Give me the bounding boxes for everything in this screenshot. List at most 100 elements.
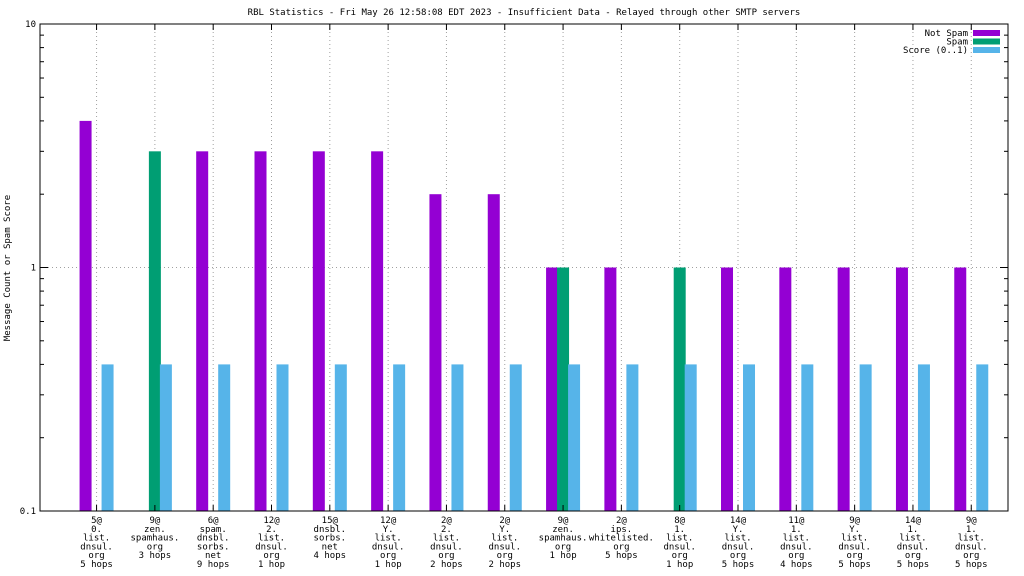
x-tick-label: 9@ zen. spamhaus. org 3 hops — [130, 516, 179, 561]
x-tick-label-line: 5@ — [91, 516, 102, 526]
x-tick-label-line: 5 hops — [605, 551, 638, 561]
x-tick-label-line: 2@ — [441, 516, 452, 526]
bar-not-spam — [487, 194, 500, 511]
x-tick-label-line: 2 hops — [430, 560, 463, 570]
x-tick-label-line: 5 hops — [897, 560, 930, 570]
bar-score-0-1 — [509, 364, 522, 511]
bar-score-0-1 — [626, 364, 639, 511]
x-tick-label-line: 2@ — [499, 516, 510, 526]
x-tick-label-line: org — [672, 551, 688, 561]
x-tick-label-line: 12@ — [263, 516, 280, 526]
x-tick-label-line: 1. — [674, 525, 685, 535]
bar-score-0-1 — [917, 364, 930, 511]
bar-not-spam — [895, 267, 908, 511]
bar-score-0-1 — [568, 364, 581, 511]
x-tick-label-line: list. — [783, 534, 810, 544]
x-tick-label-line: dnsul. — [780, 542, 813, 552]
bar-score-0-1 — [393, 364, 406, 511]
x-tick-label-line: spam. — [200, 525, 227, 535]
legend-swatch — [973, 47, 1000, 53]
x-tick-label-line: org — [438, 551, 454, 561]
x-tick-label-line: Y. — [849, 525, 860, 535]
x-tick-label-line: 1 hop — [666, 560, 693, 570]
x-tick-label-line: org — [613, 542, 629, 552]
x-tick-label-line: 1 hop — [550, 551, 577, 561]
y-tick-label: 0.1 — [20, 507, 36, 517]
x-tick-label-line: Y. — [499, 525, 510, 535]
bar-score-0-1 — [334, 364, 347, 511]
legend-swatch — [973, 30, 1000, 36]
x-tick-label-line: 1. — [966, 525, 977, 535]
bar-score-0-1 — [684, 364, 697, 511]
bar-not-spam — [254, 151, 267, 511]
x-tick-label-line: 9@ — [149, 516, 160, 526]
x-tick-label: 9@ Y. list. dnsul. org 5 hops — [838, 516, 871, 570]
x-tick-label-line: 0. — [91, 525, 102, 535]
bar-score-0-1 — [976, 364, 989, 511]
x-tick-label: 8@ 1. list. dnsul. org 1 hop — [663, 516, 696, 570]
x-tick-label-line: dnsbl. — [197, 534, 230, 544]
x-tick-label-line: dnsul. — [80, 542, 113, 552]
x-tick-label-line: list. — [841, 534, 868, 544]
y-axis-label: Message Count or Spam Score — [3, 195, 13, 341]
x-tick-label-line: 2 hops — [488, 560, 521, 570]
legend-label: Score (0..1) — [903, 46, 968, 56]
y-tick-label: 1 — [31, 264, 36, 274]
x-tick-label-line: 5 hops — [722, 560, 755, 570]
x-tick-label-line: 5 hops — [838, 560, 871, 570]
bar-score-0-1 — [276, 364, 289, 511]
x-tick-label-line: list. — [666, 534, 693, 544]
x-tick-label-line: org — [147, 542, 163, 552]
x-tick-label-line: net — [205, 551, 221, 561]
bar-not-spam — [837, 267, 850, 511]
x-tick-label-line: 14@ — [905, 516, 922, 526]
bar-not-spam — [371, 151, 384, 511]
x-tick-label-line: list. — [83, 534, 110, 544]
x-tick-label-line: 1 hop — [258, 560, 285, 570]
x-tick-label-line: 4 hops — [780, 560, 813, 570]
bar-not-spam — [954, 267, 967, 511]
bar-score-0-1 — [859, 364, 872, 511]
x-tick-label-line: 8@ — [674, 516, 685, 526]
x-tick-label-line: org — [730, 551, 746, 561]
x-tick-label-line: 12@ — [380, 516, 397, 526]
x-tick-label-line: 1. — [908, 525, 919, 535]
bar-score-0-1 — [801, 364, 814, 511]
x-tick-label-line: spamhaus. — [130, 534, 179, 544]
x-tick-label-line: Y. — [383, 525, 394, 535]
grid-lines — [40, 24, 1008, 511]
x-tick-label-line: 1 hop — [375, 560, 402, 570]
x-tick-label-line: 2@ — [616, 516, 627, 526]
x-tick-label-line: dnsul. — [255, 542, 288, 552]
x-tick-label-line: org — [497, 551, 513, 561]
x-tick-label-line: 14@ — [730, 516, 747, 526]
x-tick-label-line: 3 hops — [139, 551, 172, 561]
bar-not-spam — [429, 194, 442, 511]
x-tick-label-line: dnsul. — [722, 542, 755, 552]
x-tick-label-line: 9 hops — [197, 560, 230, 570]
x-tick-label-line: dnsul. — [897, 542, 930, 552]
x-tick-label-line: org — [263, 551, 279, 561]
x-tick-label-line: 4 hops — [314, 551, 347, 561]
x-tick-label-line: 9@ — [558, 516, 569, 526]
x-tick-label-line: 11@ — [788, 516, 805, 526]
x-tick-label-line: org — [905, 551, 921, 561]
x-tick-label: 14@ 1. list. dnsul. org 5 hops — [897, 516, 930, 570]
x-tick-label-line: dnsbl. — [314, 525, 347, 535]
x-tick-label-line: Y. — [733, 525, 744, 535]
x-tick-label-line: net — [322, 542, 338, 552]
x-tick-label-line: dnsul. — [663, 542, 696, 552]
x-tick-label-line: whitelisted. — [589, 534, 654, 544]
bar-not-spam — [79, 120, 92, 512]
x-tick-label: 11@ 1. list. dnsul. org 4 hops — [780, 516, 813, 570]
x-tick-label-line: 1. — [791, 525, 802, 535]
x-tick-label: 12@ 2. list. dnsul. org 1 hop — [255, 516, 288, 570]
x-tick-label-line: dnsul. — [955, 542, 988, 552]
x-tick-label-line: sorbs. — [314, 534, 347, 544]
bar-score-0-1 — [451, 364, 464, 511]
x-tick-label-line: ips. — [611, 525, 633, 535]
legend-label: Spam — [946, 38, 968, 48]
bars — [79, 120, 989, 512]
